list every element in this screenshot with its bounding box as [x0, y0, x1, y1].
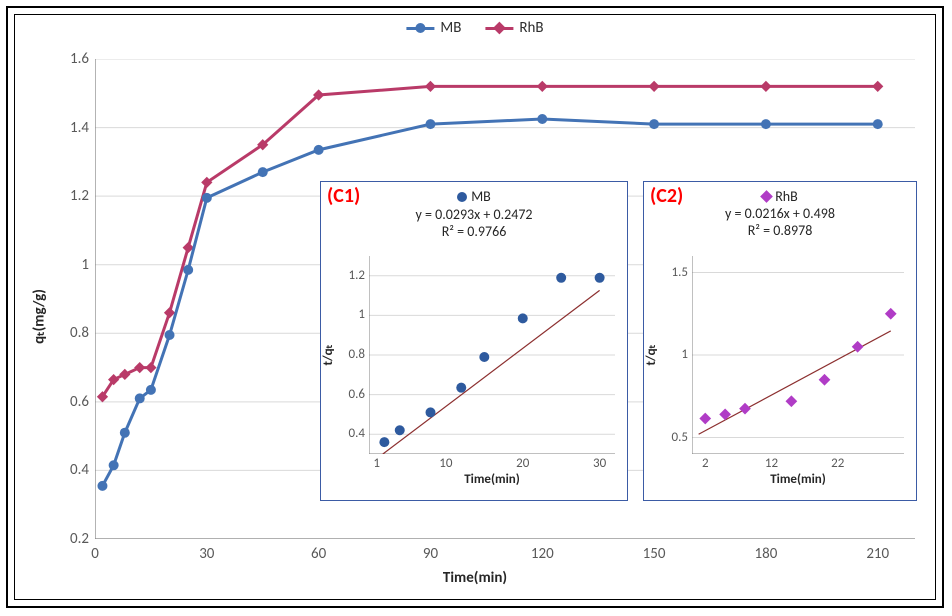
inset-c2-r2: R² = 0.8978: [748, 222, 813, 239]
chart-frame: MB RhB Time(min) qₜ(mg/g) (C1) MB y = 0.…: [14, 14, 936, 600]
x-tick-label: 180: [746, 545, 786, 563]
y-tick-label: 1: [49, 256, 89, 274]
inset-y-tick-label: 1.2: [329, 268, 365, 283]
x-axis-title: Time(min): [443, 569, 507, 587]
inset-c1-legend-text: MB: [471, 188, 491, 205]
inset-c2-plot: Time(min) t/qₜ 0.511.521222: [692, 256, 904, 454]
x-tick-label: 90: [410, 545, 450, 563]
legend: MB RhB: [406, 19, 543, 37]
legend-label-mb: MB: [440, 19, 461, 37]
x-tick-label: 30: [187, 545, 227, 563]
inset-y-tick-label: 0.4: [329, 426, 365, 441]
inset-c2-legend-text: RhB: [775, 188, 798, 205]
legend-line-rhb: [485, 27, 513, 30]
y-axis-title: qₜ(mg/g): [30, 289, 49, 344]
inset-c2-meta: RhB y = 0.0216x + 0.498 R² = 0.8978: [644, 188, 916, 239]
x-tick-label: 120: [522, 545, 562, 563]
legend-line-mb: [406, 27, 434, 30]
inset-y-tick-label: 1: [652, 347, 688, 362]
inset-c1-equation: y = 0.0293x + 0.2472: [415, 206, 532, 223]
y-tick-label: 0.6: [49, 393, 89, 411]
inset-x-tick-label: 20: [508, 456, 538, 471]
y-tick-label: 0.4: [49, 461, 89, 479]
inset-c2-equation: y = 0.0216x + 0.498: [725, 205, 835, 222]
legend-marker-rhb: [493, 22, 506, 35]
inset-x-tick-label: 30: [585, 456, 615, 471]
y-tick-label: 0.8: [49, 324, 89, 342]
x-tick-label: 60: [299, 545, 339, 563]
inset-x-tick-label: 10: [431, 456, 461, 471]
legend-label-rhb: RhB: [519, 19, 543, 37]
inset-c1-r2: R² = 0.9766: [442, 223, 507, 240]
inset-y-tick-label: 0.8: [329, 347, 365, 362]
inset-y-tick-label: 1: [329, 307, 365, 322]
y-tick-label: 1.6: [49, 50, 89, 68]
legend-item-mb: MB: [406, 19, 461, 37]
inset-x-tick-label: 12: [757, 456, 787, 471]
inset-y-tick-label: 0.5: [652, 430, 688, 445]
inset-x-tick-label: 22: [823, 456, 853, 471]
inset-c1-plot: Time(min) t/qₜ 0.40.60.811.21102030: [369, 256, 615, 454]
y-tick-label: 1.2: [49, 187, 89, 205]
inset-y-tick-label: 1.5: [652, 265, 688, 280]
inset-c1: (C1) MB y = 0.0293x + 0.2472 R² = 0.9766…: [320, 181, 628, 501]
inset-c2: (C2) RhB y = 0.0216x + 0.498 R² = 0.8978…: [643, 181, 917, 501]
x-tick-label: 0: [75, 545, 115, 563]
inset-c1-meta: MB y = 0.0293x + 0.2472 R² = 0.9766: [321, 188, 627, 240]
x-tick-label: 210: [858, 545, 898, 563]
inset-x-tick-label: 1: [362, 456, 392, 471]
inset-c1-x-title: Time(min): [464, 472, 520, 487]
inset-c2-legend-marker: [760, 190, 773, 203]
legend-item-rhb: RhB: [485, 19, 543, 37]
legend-marker-mb: [415, 23, 425, 33]
x-tick-label: 150: [634, 545, 674, 563]
inset-y-tick-label: 0.6: [329, 387, 365, 402]
inset-c1-legend-marker: [457, 192, 467, 202]
inset-c2-x-title: Time(min): [770, 472, 826, 487]
inset-c2-svg: [692, 256, 904, 454]
inset-x-tick-label: 2: [690, 456, 720, 471]
y-tick-label: 1.4: [49, 119, 89, 137]
inset-c1-svg: [369, 256, 615, 454]
